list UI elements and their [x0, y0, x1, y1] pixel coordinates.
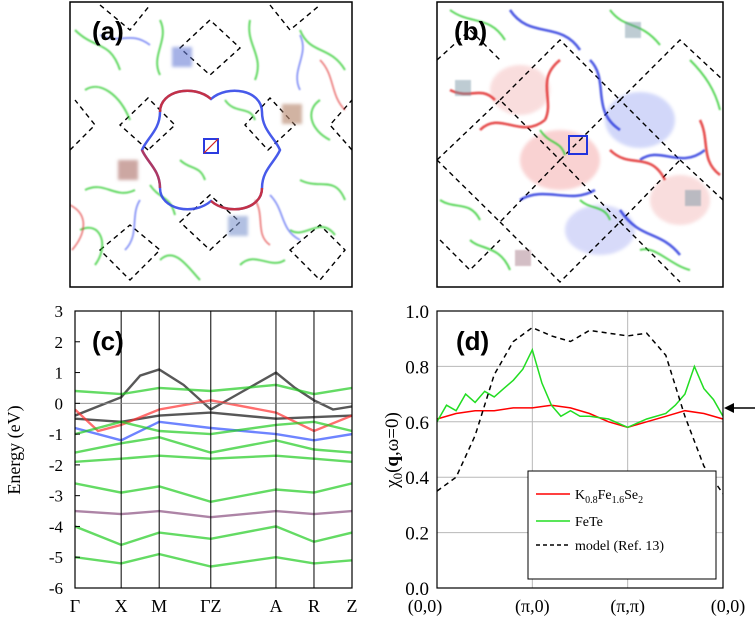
panel-d-susceptibility: 0.00.20.40.60.81.0 (0,0) (π,0) (π,π) (0,0) … — [382, 302, 755, 617]
panel-a-blue-bands — [99, 34, 304, 251]
panel-b-zone-boundaries — [437, 29, 723, 283]
c-ytick-label: -6 — [49, 579, 63, 598]
band-0 — [75, 368, 212, 417]
legend-fete: FeTe — [575, 515, 603, 530]
panel-b-diffuse-weight — [490, 65, 710, 255]
d-xtick-label: (π,0) — [515, 596, 550, 617]
d-xtick-label: (0,0) — [408, 596, 443, 617]
panel-b-fermi-surface: (b) — [436, 1, 724, 288]
panel-b-red-bands — [449, 58, 721, 181]
panel-a-label: (a) — [92, 16, 124, 46]
panel-c-label: (c) — [92, 326, 124, 356]
d-ytick-label: 0.4 — [405, 468, 429, 489]
c-ytick-label: -5 — [49, 548, 63, 567]
series-2 — [436, 326, 724, 495]
legend-model: model (Ref. 13) — [575, 539, 664, 554]
panel-d-ylabel: χ0(q,ω=0) — [382, 412, 405, 489]
c-ytick-label: -4 — [49, 517, 64, 536]
band-1 — [210, 371, 352, 411]
c-ytick-label: 0 — [55, 394, 64, 413]
panel-c-band-structure: 3 2 1 0 -1 -2 -3 -4 -5 -6 Γ X M ΓZ A R Z Energy (eV) (c… — [4, 302, 358, 616]
panel-d-arrow-annotation — [724, 403, 755, 413]
c-kpoint-label: ΓZ — [200, 596, 221, 616]
d-xtick-label: (π,π) — [610, 596, 645, 617]
series-1 — [436, 347, 724, 429]
panel-b-blue-bands — [508, 9, 706, 256]
d-xtick-label: (0,0) — [711, 596, 746, 617]
c-ytick-label: 1 — [55, 364, 64, 383]
c-ytick-label: -2 — [49, 456, 63, 475]
panel-a-small-pockets — [118, 47, 302, 236]
c-kpoint-label: R — [308, 596, 320, 616]
c-kpoint-label: A — [269, 596, 282, 616]
c-kpoint-label: M — [151, 596, 167, 616]
band-6 — [210, 426, 352, 442]
c-ytick-label: 3 — [55, 302, 64, 321]
c-ytick-label: -3 — [49, 487, 63, 506]
d-ytick-label: 1.0 — [405, 302, 429, 323]
panel-b-label: (b) — [454, 16, 487, 46]
panel-a-green-bands — [74, 19, 346, 281]
panel-a-zone-boundaries — [70, 4, 352, 282]
c-kpoint-label: Γ — [70, 596, 80, 616]
panel-b-small-pockets — [455, 22, 701, 266]
panel-d-legend: K0.8Fe1.6Se2 FeTe model (Ref. 13) — [527, 470, 717, 580]
panel-a-red-bands — [70, 59, 346, 251]
panel-c-ylabel: Energy (eV) — [4, 405, 25, 494]
d-ytick-label: 0.8 — [405, 357, 429, 378]
panel-d-label: (d) — [456, 326, 489, 356]
legend-k0.8fe1.6se2: K0.8Fe1.6Se2 — [575, 488, 643, 506]
band-5 — [75, 420, 211, 442]
c-kpoint-label: X — [115, 596, 128, 616]
panel-a-fermi-surface: (a) — [69, 1, 353, 288]
c-ytick-label: 2 — [55, 333, 64, 352]
series-0 — [436, 404, 724, 429]
c-kpoint-label: Z — [347, 596, 358, 616]
d-ytick-label: 0.0 — [405, 579, 429, 600]
c-ytick-label: -1 — [49, 425, 63, 444]
d-ytick-label: 0.2 — [405, 524, 429, 545]
band-4 — [210, 399, 352, 433]
d-ytick-label: 0.6 — [405, 413, 429, 434]
